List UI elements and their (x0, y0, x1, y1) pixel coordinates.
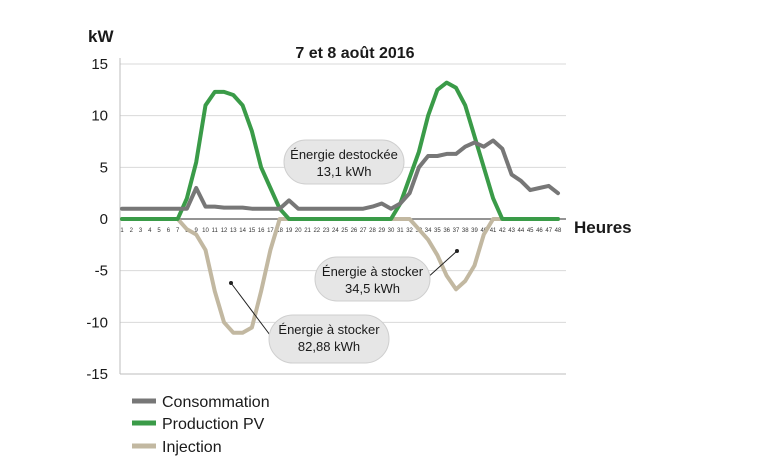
x-tick-label-32: 32 (406, 228, 413, 234)
x-tick-label-42: 42 (499, 228, 506, 234)
y-tick-label-1: 10 (91, 108, 108, 125)
annotation-title-1: Énergie destockée (290, 147, 398, 162)
x-tick-label-6: 6 (167, 228, 171, 234)
y-tick-label-5: -10 (86, 314, 108, 331)
x-tick-label-1: 1 (120, 228, 124, 234)
x-tick-label-28: 28 (369, 228, 376, 234)
x-tick-label-38: 38 (462, 228, 469, 234)
legend-label-injection: Injection (162, 439, 222, 456)
legend-label-production-pv: Production PV (162, 416, 265, 433)
x-tick-label-9: 9 (195, 228, 199, 234)
y-tick-label-0: 15 (91, 56, 108, 73)
series-line-production-pv (120, 80, 560, 221)
annotation-title-2: Énergie à stocker (322, 264, 424, 279)
x-tick-label-29: 29 (378, 228, 385, 234)
x-tick-label-25: 25 (341, 228, 348, 234)
x-tick-label-12: 12 (221, 228, 228, 234)
x-tick-label-43: 43 (508, 228, 515, 234)
annotation-leader-3 (230, 282, 274, 340)
legend-item-injection: Injection (132, 439, 222, 456)
annotation-dot-2 (455, 249, 459, 253)
x-tick-label-19: 19 (286, 228, 293, 234)
y-tick-label-3: 0 (100, 211, 108, 228)
x-tick-label-24: 24 (332, 228, 339, 234)
x-tick-label-35: 35 (434, 228, 441, 234)
legend-item-consommation: Consommation (132, 394, 270, 411)
x-tick-label-10: 10 (202, 228, 209, 234)
x-tick-label-22: 22 (313, 228, 320, 234)
annotations: Énergie destockée 13,1 kWh Énergie à stock… (229, 139, 459, 364)
x-tick-label-5: 5 (157, 228, 161, 234)
x-tick-label-45: 45 (527, 228, 534, 234)
x-axis-ticks: 1 2 3 4 5 6 7 8 9 10 11 12 13 14 15 16 17 18 19 20 21 22 23 24 2… (120, 228, 562, 234)
annotation-dot-3 (229, 281, 233, 285)
annotation-bubble-2 (314, 256, 431, 302)
y-tick-label-2: 5 (100, 159, 108, 176)
x-tick-label-3: 3 (139, 228, 143, 234)
annotation-bubble-1 (283, 139, 405, 185)
x-tick-label-39: 39 (471, 228, 478, 234)
x-tick-label-13: 13 (230, 228, 237, 234)
x-tick-label-2: 2 (130, 228, 134, 234)
annotation-value-3: 82,88 kWh (298, 339, 360, 354)
x-tick-label-36: 36 (443, 228, 450, 234)
x-tick-label-44: 44 (518, 228, 525, 234)
y-axis-ticks: 15 10 5 0 -5 -10 -15 (86, 56, 108, 383)
x-tick-label-4: 4 (148, 228, 152, 234)
annotation-leader-2 (425, 250, 458, 280)
annotation-2: Énergie à stocker 34,5 kWh (314, 249, 459, 302)
x-tick-label-23: 23 (323, 228, 330, 234)
annotation-value-2: 34,5 kWh (345, 281, 400, 296)
x-tick-label-30: 30 (388, 228, 395, 234)
x-tick-label-46: 46 (536, 228, 543, 234)
series-lines (120, 80, 560, 335)
x-tick-label-18: 18 (276, 228, 283, 234)
x-tick-label-27: 27 (360, 228, 367, 234)
annotation-1: Énergie destockée 13,1 kWh (283, 139, 405, 185)
annotation-3: Énergie à stocker 82,88 kWh (229, 281, 390, 364)
x-tick-label-37: 37 (453, 228, 460, 234)
x-tick-label-17: 17 (267, 228, 274, 234)
annotation-value-1: 13,1 kWh (317, 164, 372, 179)
x-tick-label-15: 15 (249, 228, 256, 234)
annotation-bubble-3 (268, 314, 390, 364)
chart-title: 7 et 8 août 2016 (295, 45, 414, 62)
x-tick-label-21: 21 (304, 228, 311, 234)
legend-item-production-pv: Production PV (132, 416, 265, 433)
x-axis-label: Heures (574, 218, 632, 237)
y-tick-label-4: -5 (95, 263, 108, 280)
annotation-title-3: Énergie à stocker (278, 322, 380, 337)
x-tick-label-14: 14 (239, 228, 246, 234)
x-tick-label-7: 7 (176, 228, 180, 234)
legend: Consommation Production PV Injection (132, 394, 270, 456)
x-tick-label-20: 20 (295, 228, 302, 234)
x-tick-label-26: 26 (351, 228, 358, 234)
x-tick-label-48: 48 (555, 228, 562, 234)
legend-label-consommation: Consommation (162, 394, 270, 411)
x-tick-label-11: 11 (212, 228, 219, 234)
series-line-consommation (120, 138, 560, 211)
x-tick-label-31: 31 (397, 228, 404, 234)
y-tick-label-6: -15 (86, 366, 108, 383)
x-tick-label-41: 41 (490, 228, 497, 234)
x-tick-label-47: 47 (545, 228, 552, 234)
x-tick-label-16: 16 (258, 228, 265, 234)
x-tick-label-34: 34 (425, 228, 432, 234)
y-axis-label: kW (88, 27, 114, 46)
